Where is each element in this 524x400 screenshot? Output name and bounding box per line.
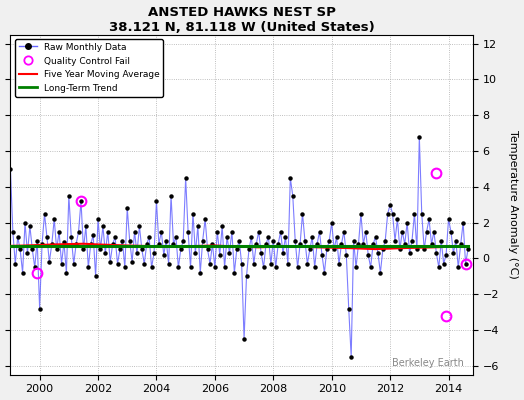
Title: ANSTED HAWKS NEST SP
38.121 N, 81.118 W (United States): ANSTED HAWKS NEST SP 38.121 N, 81.118 W …	[108, 6, 375, 34]
Legend: Raw Monthly Data, Quality Control Fail, Five Year Moving Average, Long-Term Tren: Raw Monthly Data, Quality Control Fail, …	[15, 39, 163, 96]
Y-axis label: Temperature Anomaly (°C): Temperature Anomaly (°C)	[508, 130, 518, 279]
Text: Berkeley Earth: Berkeley Earth	[391, 358, 464, 368]
